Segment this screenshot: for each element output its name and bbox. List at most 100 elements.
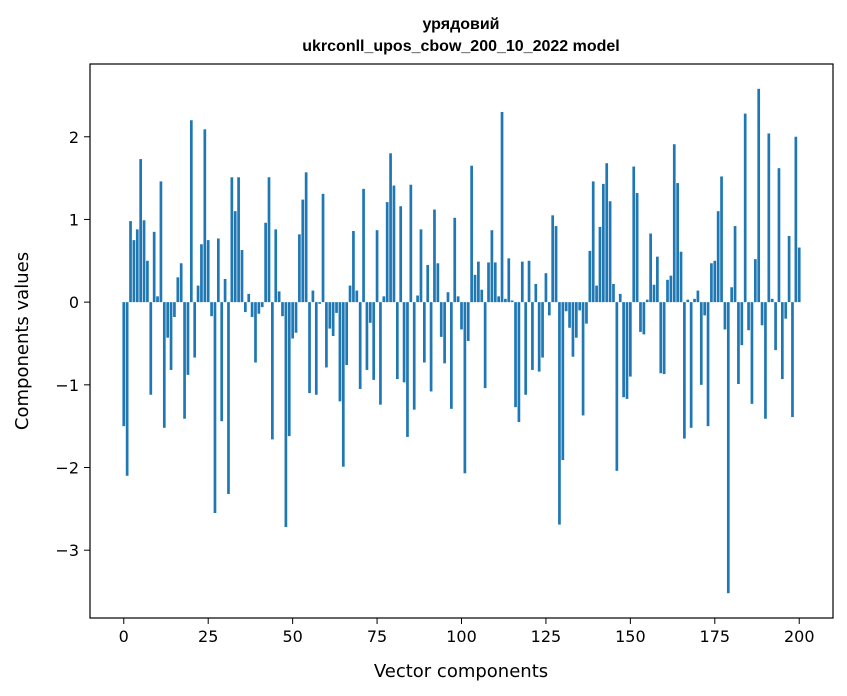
bar-15 <box>173 302 176 318</box>
bar-126 <box>547 302 551 316</box>
bar-136 <box>581 302 585 416</box>
bar-130 <box>561 302 565 461</box>
bar-108 <box>487 262 490 303</box>
bar-124 <box>541 302 544 358</box>
bar-116 <box>514 302 517 408</box>
bar-152 <box>635 192 639 303</box>
bar-1 <box>125 302 129 476</box>
bar-51 <box>294 302 298 333</box>
bar-149 <box>625 302 629 399</box>
bar-161 <box>666 279 669 303</box>
bar-133 <box>571 302 575 357</box>
bar-64 <box>338 302 342 402</box>
bar-179 <box>726 302 730 594</box>
bar-29 <box>220 302 224 422</box>
bar-147 <box>618 293 622 303</box>
bar-2 <box>129 221 132 303</box>
bar-8 <box>149 302 153 395</box>
y-axis-ticks: −3 −2 −1 0 1 2 <box>55 128 90 560</box>
bar-14 <box>169 302 173 370</box>
bar-series <box>122 88 801 594</box>
bar-181 <box>733 226 737 303</box>
bar-69 <box>355 290 359 303</box>
bar-10 <box>156 296 159 303</box>
bar-166 <box>683 302 686 439</box>
bar-137 <box>585 302 588 324</box>
bar-83 <box>402 302 406 383</box>
bar-33 <box>233 211 237 303</box>
x-tick-label: 50 <box>282 627 302 646</box>
bar-198 <box>791 302 794 418</box>
chart-title-line1: урядовий <box>422 16 499 33</box>
bar-65 <box>341 302 345 467</box>
bar-5 <box>139 159 143 303</box>
bar-135 <box>578 302 582 311</box>
bar-120 <box>527 260 531 303</box>
bar-127 <box>551 215 555 303</box>
bar-66 <box>345 302 349 365</box>
bar-146 <box>615 302 619 471</box>
bar-78 <box>385 202 389 303</box>
bar-168 <box>689 302 693 428</box>
bar-68 <box>352 231 355 303</box>
bar-79 <box>389 153 392 303</box>
bar-188 <box>757 88 761 303</box>
bar-24 <box>203 129 207 303</box>
bar-46 <box>277 291 281 303</box>
y-tick-label: 0 <box>69 293 79 312</box>
bar-76 <box>379 302 382 405</box>
bar-189 <box>760 302 764 326</box>
bar-140 <box>595 285 598 303</box>
x-tick-label: 200 <box>784 627 815 646</box>
bar-142 <box>601 183 605 303</box>
bar-77 <box>382 296 386 303</box>
bar-47 <box>281 302 284 317</box>
bar-160 <box>662 302 666 375</box>
bar-172 <box>703 302 707 316</box>
bar-193 <box>774 302 777 351</box>
bar-70 <box>358 302 362 389</box>
bar-153 <box>639 302 642 332</box>
bar-67 <box>348 285 352 303</box>
bar-191 <box>767 133 771 303</box>
bar-90 <box>426 264 430 303</box>
bar-107 <box>483 302 487 389</box>
bar-145 <box>612 283 615 303</box>
x-axis-label: Vector components <box>374 661 548 682</box>
bar-196 <box>784 302 788 319</box>
bar-99 <box>456 296 460 303</box>
bar-141 <box>598 226 602 303</box>
bar-169 <box>693 298 696 303</box>
x-axis-ticks: 0 25 50 75 100 125 150 175 200 <box>119 618 815 646</box>
bar-165 <box>679 251 683 303</box>
bar-98 <box>453 217 457 303</box>
bar-30 <box>223 278 227 303</box>
bar-184 <box>743 113 747 303</box>
bar-148 <box>622 302 625 398</box>
bar-58 <box>318 302 321 304</box>
bar-104 <box>473 274 477 303</box>
bar-102 <box>466 302 470 341</box>
bar-37 <box>247 293 251 303</box>
bar-26 <box>210 302 213 317</box>
bar-195 <box>780 302 784 380</box>
bar-138 <box>588 250 592 303</box>
bar-71 <box>362 188 365 303</box>
bar-162 <box>669 275 673 303</box>
bar-91 <box>429 302 433 392</box>
bar-151 <box>632 166 636 303</box>
bar-96 <box>446 292 450 303</box>
x-tick-label: 100 <box>446 627 477 646</box>
bar-118 <box>520 261 524 303</box>
bar-167 <box>686 299 690 303</box>
bar-32 <box>230 177 234 303</box>
bar-62 <box>331 302 335 337</box>
bar-85 <box>409 184 413 303</box>
bar-6 <box>142 220 146 303</box>
bar-48 <box>284 302 288 528</box>
y-tick-label: −3 <box>55 541 79 560</box>
y-axis-label: Components values <box>12 252 33 430</box>
bar-93 <box>436 263 440 303</box>
bar-100 <box>460 302 463 330</box>
